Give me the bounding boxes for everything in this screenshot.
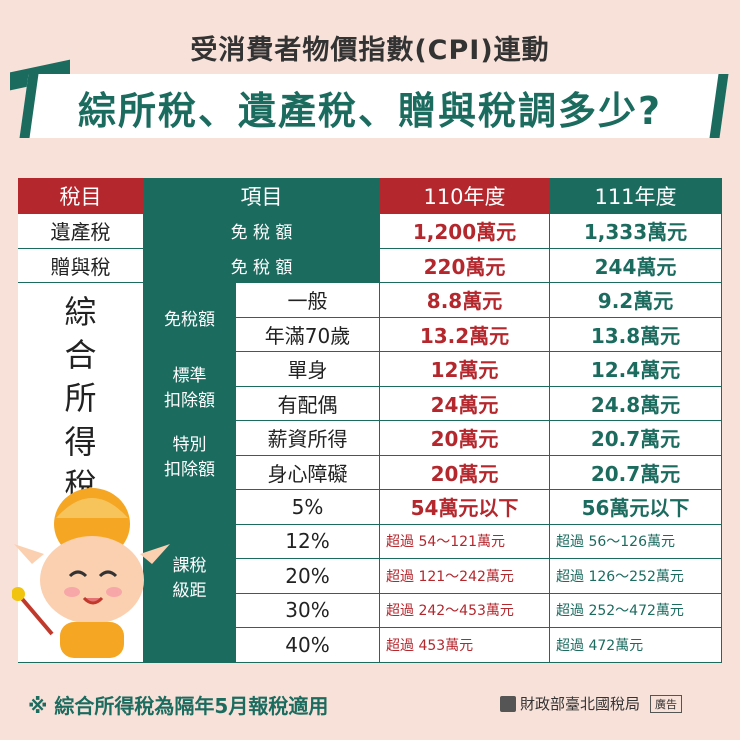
organization-name: 財政部臺北國稅局 [520, 695, 641, 713]
bracket-y110: 超過 121～242萬元 [380, 559, 550, 594]
exemption-y110: 8.8萬元 [380, 283, 550, 318]
gift-y111: 244萬元 [550, 248, 722, 283]
income-tax-char: 所 [64, 379, 97, 418]
special-label-line: 扣除額 [164, 460, 215, 480]
special-y111: 20.7萬元 [550, 421, 722, 456]
special-y110: 20萬元 [380, 421, 550, 456]
header-year-110: 110年度 [380, 178, 550, 214]
bracket-rate: 12% [236, 524, 380, 559]
special-y110: 20萬元 [380, 455, 550, 490]
table-row: 年滿70歲 13.2萬元 13.8萬元 [18, 317, 722, 352]
exemption-sub: 年滿70歲 [236, 317, 380, 352]
page-title: 綜所稅、遺產稅、贈與稅調多少? [77, 89, 663, 133]
table-row: 身心障礙 20萬元 20.7萬元 [18, 455, 722, 490]
header-item: 項目 [144, 178, 380, 214]
bracket-y111: 超過 56～126萬元 [550, 524, 722, 559]
table-row: 20% 超過 121～242萬元 超過 126～252萬元 [18, 559, 722, 594]
bracket-y110: 超過 242～453萬元 [380, 593, 550, 628]
bracket-rate: 30% [236, 593, 380, 628]
tax-table: 稅目 項目 110年度 111年度 遺產稅 免 稅 額 1,200萬元 1,33… [18, 178, 722, 663]
special-sub: 身心障礙 [236, 455, 380, 490]
bracket-label-line: 級距 [172, 580, 207, 601]
bracket-y110: 54萬元以下 [380, 490, 550, 525]
estate-tax-name: 遺產稅 [18, 214, 144, 249]
gift-item: 免 稅 額 [144, 248, 380, 283]
income-tax-char: 綜 [64, 293, 97, 331]
table-row: 特別 扣除額 薪資所得 20萬元 20.7萬元 [18, 421, 722, 490]
header-tax-item: 稅目 [18, 178, 144, 214]
standard-y110: 24萬元 [380, 386, 550, 421]
income-tax-char: 合 [64, 336, 97, 375]
bracket-rate: 40% [236, 628, 380, 663]
standard-y110: 12萬元 [380, 352, 550, 387]
ministry-emblem-icon [500, 695, 516, 712]
special-sub: 薪資所得 [236, 421, 380, 456]
income-tax-char: 得 [64, 422, 97, 461]
gift-y110: 220萬元 [380, 248, 550, 283]
bracket-y110: 超過 54～121萬元 [380, 524, 550, 559]
bracket-rate: 5% [236, 490, 380, 525]
bracket-y110: 超過 453萬元 [380, 628, 550, 663]
ad-badge: 廣告 [650, 694, 683, 713]
table-row: 綜 合 所 得 稅 免稅額 一般 8.8萬元 9.2萬元 [18, 283, 722, 663]
standard-y111: 12.4萬元 [550, 352, 722, 387]
bracket-y111: 超過 252～472萬元 [550, 593, 722, 628]
bracket-label-line: 課稅 [172, 555, 207, 576]
footer-note: ※ 綜合所得稅為隔年5月報稅適用 [28, 694, 329, 718]
special-deduction-label: 特別 扣除額 [144, 421, 236, 490]
bracket-y111: 56萬元以下 [550, 490, 722, 525]
footer-organization: 財政部臺北國稅局 廣告 [500, 693, 683, 714]
standard-sub: 有配偶 [236, 386, 380, 421]
table-row: 遺產稅 免 稅 額 1,200萬元 1,333萬元 [18, 214, 722, 249]
standard-y111: 24.8萬元 [550, 386, 722, 421]
special-label-line: 特別 [172, 435, 207, 455]
mascot-character [12, 488, 170, 658]
subtitle: 受消費者物價指數(CPI)連動 [190, 35, 550, 66]
standard-deduction-label: 標準 扣除額 [144, 352, 236, 421]
bracket-y111: 超過 472萬元 [550, 628, 722, 663]
exemption-sub: 一般 [236, 283, 380, 318]
bracket-y111: 超過 126～252萬元 [550, 559, 722, 594]
estate-y111: 1,333萬元 [550, 214, 722, 249]
exemption-y111: 13.8萬元 [550, 317, 722, 352]
table-row: 課稅 級距 5% 54萬元以下 56萬元以下 [18, 490, 722, 663]
table-row: 贈與稅 免 稅 額 220萬元 244萬元 [18, 248, 722, 283]
bracket-rate: 20% [236, 559, 380, 594]
exemption-y111: 9.2萬元 [550, 283, 722, 318]
table-row: 40% 超過 453萬元 超過 472萬元 [18, 628, 722, 663]
exemption-label: 免稅額 [144, 283, 236, 352]
table-row: 30% 超過 242～453萬元 超過 252～472萬元 [18, 593, 722, 628]
standard-label-line: 標準 [172, 366, 207, 386]
header-year-111: 111年度 [550, 178, 722, 214]
tax-bracket-label: 課稅 級距 [144, 490, 236, 663]
exemption-y110: 13.2萬元 [380, 317, 550, 352]
table-row: 12% 超過 54～121萬元 超過 56～126萬元 [18, 524, 722, 559]
table-header-row: 稅目 項目 110年度 111年度 [18, 178, 722, 214]
standard-sub: 單身 [236, 352, 380, 387]
special-y111: 20.7萬元 [550, 455, 722, 490]
estate-y110: 1,200萬元 [380, 214, 550, 249]
table-row: 有配偶 24萬元 24.8萬元 [18, 386, 722, 421]
table-row: 標準 扣除額 單身 12萬元 12.4萬元 [18, 352, 722, 421]
gift-tax-name: 贈與稅 [18, 248, 144, 283]
standard-label-line: 扣除額 [164, 391, 215, 411]
estate-item: 免 稅 額 [144, 214, 380, 249]
